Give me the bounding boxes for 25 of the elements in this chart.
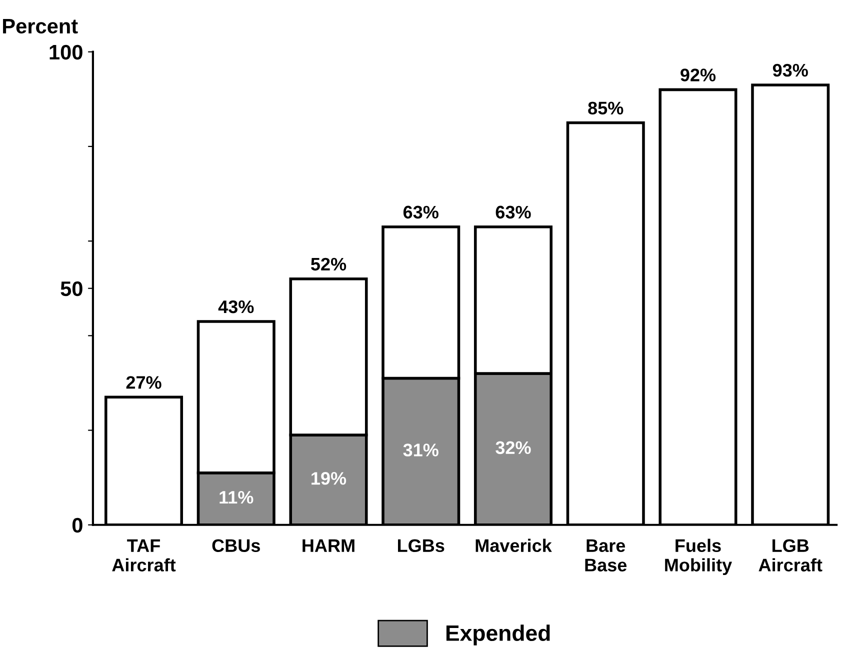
total-label: 63% xyxy=(403,206,438,219)
x-tick-label: Maverick xyxy=(476,538,552,552)
x-tick-label: Fuels Mobility xyxy=(665,538,732,576)
data-label: 32% xyxy=(496,441,531,454)
total-label: 52% xyxy=(310,258,346,271)
x-tick-label: LGBs xyxy=(398,539,444,552)
total-label: 27% xyxy=(126,376,162,389)
x-tick-label: HARM xyxy=(302,539,354,552)
legend-label: Expended xyxy=(446,624,550,646)
total-label: 43% xyxy=(218,300,254,314)
data-label: 19% xyxy=(312,472,346,485)
y-axis-title: Percent xyxy=(3,18,78,34)
x-tick-label: LGB Aircraft xyxy=(758,539,822,572)
data-label: 11% xyxy=(220,490,254,504)
x-tick-label: TAF Aircraft xyxy=(112,539,176,572)
x-tick-label: CBUs xyxy=(212,539,260,552)
total-label: 93% xyxy=(772,64,808,77)
y-tick-label: 0 xyxy=(72,518,82,533)
total-label: 85% xyxy=(588,102,624,114)
data-label: 31% xyxy=(403,444,438,456)
total-label: 63% xyxy=(496,206,531,219)
y-tick-label: 100 xyxy=(50,44,82,60)
x-tick-label: Bare Base xyxy=(585,539,627,572)
y-tick-label: 50 xyxy=(60,281,82,296)
total-label: 92% xyxy=(680,68,716,82)
